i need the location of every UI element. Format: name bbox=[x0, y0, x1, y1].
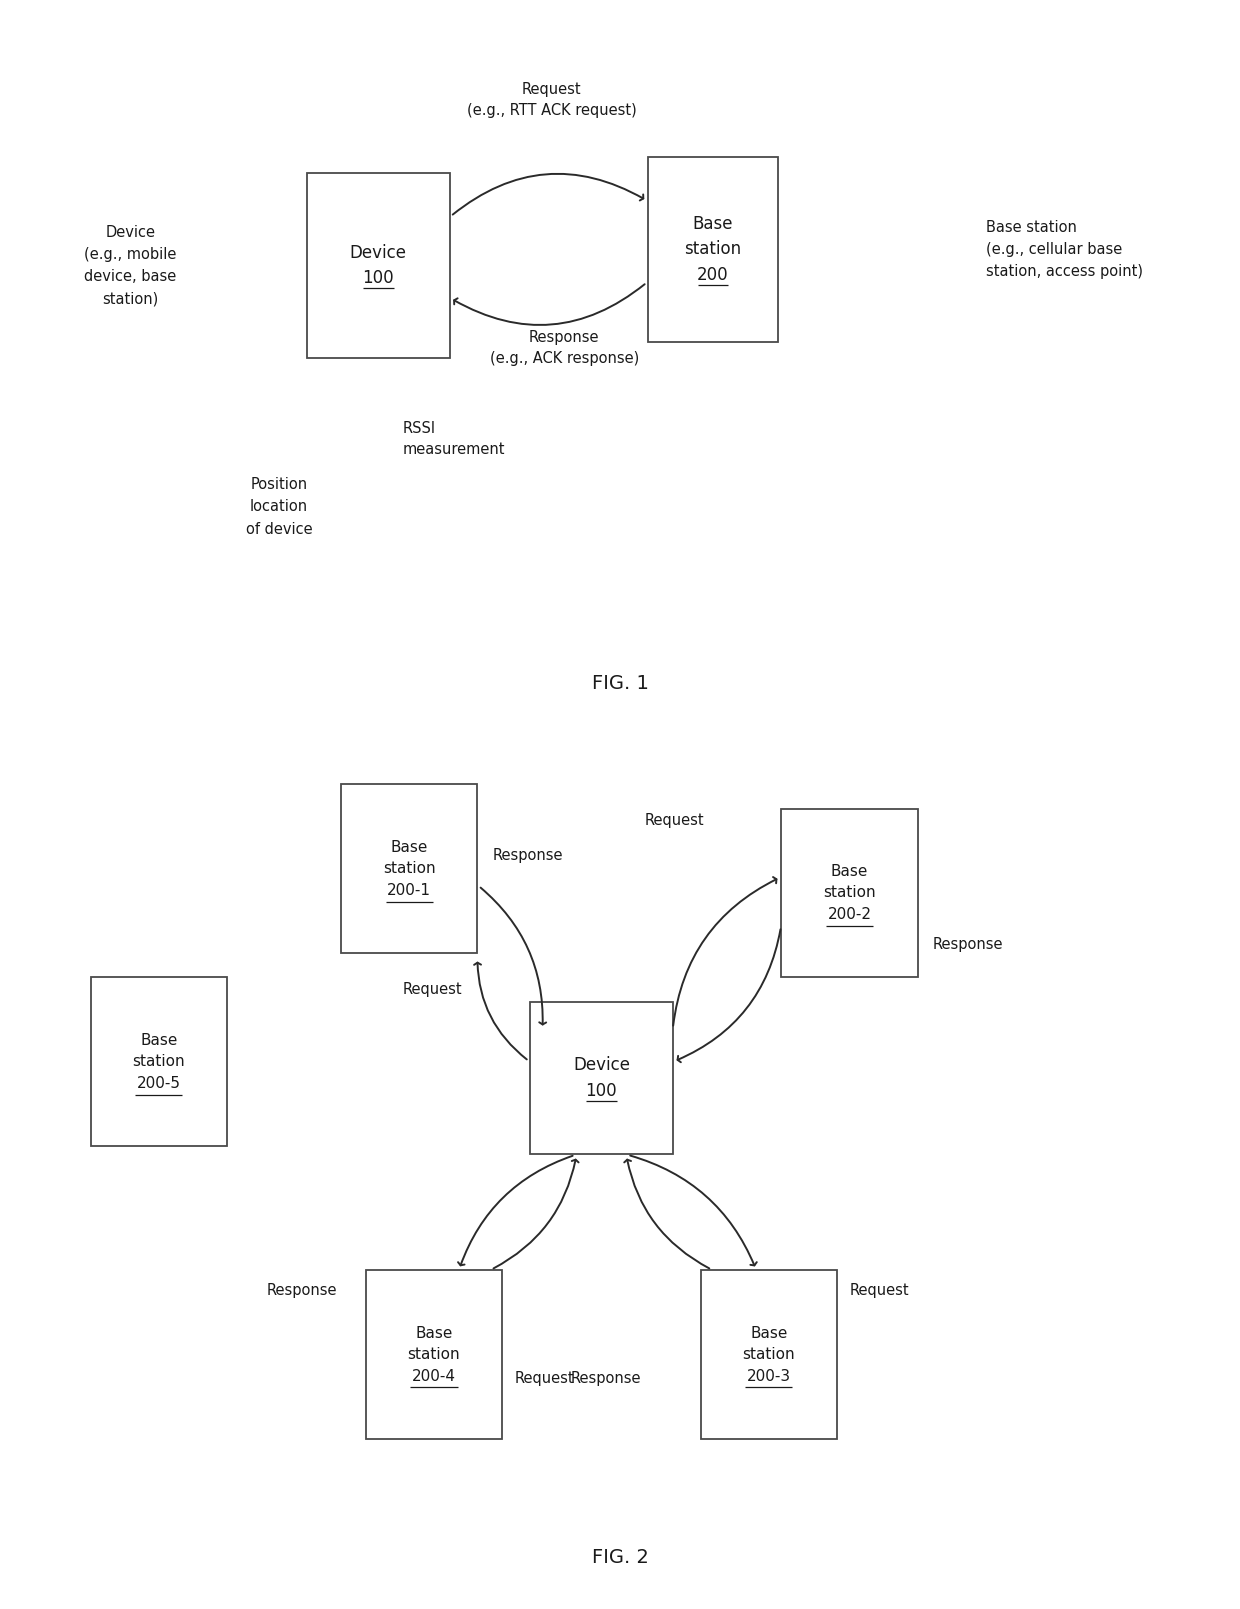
FancyBboxPatch shape bbox=[306, 174, 449, 359]
Text: Request: Request bbox=[645, 813, 704, 829]
Text: RSSI
measurement: RSSI measurement bbox=[403, 422, 506, 457]
Text: Response: Response bbox=[267, 1282, 337, 1298]
Text: Request: Request bbox=[403, 981, 463, 998]
Text: Response: Response bbox=[932, 936, 1003, 953]
Text: Device
(e.g., mobile
device, base
station): Device (e.g., mobile device, base statio… bbox=[84, 225, 176, 306]
FancyBboxPatch shape bbox=[781, 809, 918, 977]
FancyBboxPatch shape bbox=[701, 1271, 837, 1438]
FancyBboxPatch shape bbox=[366, 1271, 502, 1438]
Text: Request: Request bbox=[515, 1371, 574, 1387]
Text: Base
station
200-2: Base station 200-2 bbox=[823, 864, 875, 922]
Text: Request: Request bbox=[849, 1282, 909, 1298]
Text: Base
station
200-3: Base station 200-3 bbox=[743, 1326, 795, 1384]
Text: Base station
(e.g., cellular base
station, access point): Base station (e.g., cellular base statio… bbox=[986, 220, 1143, 278]
FancyBboxPatch shape bbox=[531, 1001, 672, 1155]
Text: Response: Response bbox=[570, 1371, 641, 1387]
Text: FIG. 2: FIG. 2 bbox=[591, 1548, 649, 1567]
Text: FIG. 1: FIG. 1 bbox=[591, 674, 649, 693]
Text: Base
station
200: Base station 200 bbox=[684, 214, 742, 285]
Text: Request
(e.g., RTT ACK request): Request (e.g., RTT ACK request) bbox=[467, 82, 636, 117]
FancyBboxPatch shape bbox=[341, 785, 477, 953]
Text: Device
100: Device 100 bbox=[573, 1056, 630, 1101]
Text: Response
(e.g., ACK response): Response (e.g., ACK response) bbox=[490, 330, 639, 365]
Text: Position
location
of device: Position location of device bbox=[246, 478, 312, 536]
Text: Base
station
200-5: Base station 200-5 bbox=[133, 1033, 185, 1091]
Text: Response: Response bbox=[492, 848, 563, 864]
FancyBboxPatch shape bbox=[91, 977, 227, 1146]
Text: Base
station
200-4: Base station 200-4 bbox=[408, 1326, 460, 1384]
Text: Device
100: Device 100 bbox=[350, 243, 407, 288]
Text: Base
station
200-1: Base station 200-1 bbox=[383, 840, 435, 898]
FancyBboxPatch shape bbox=[647, 158, 779, 343]
